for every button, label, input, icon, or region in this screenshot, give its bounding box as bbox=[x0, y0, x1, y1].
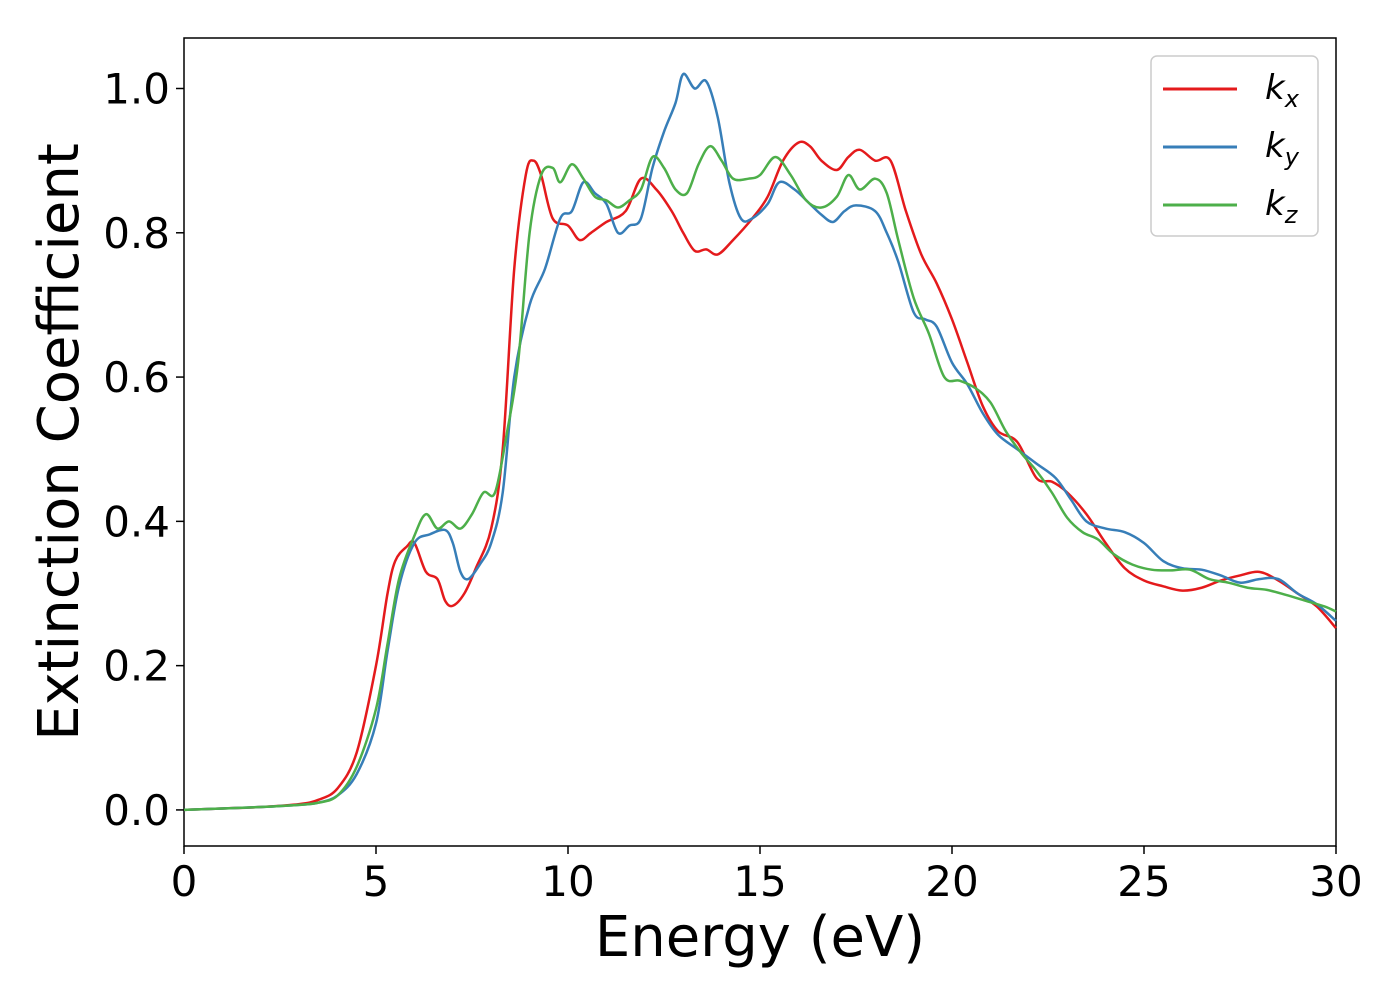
y-tick-label: 0.8 bbox=[103, 209, 170, 258]
x-tick-label: 25 bbox=[1117, 857, 1170, 906]
series-line-ky bbox=[183, 72, 1337, 812]
legend-label-kx: kx bbox=[1265, 68, 1300, 113]
y-axis-label: Extinction Coefficient bbox=[27, 143, 92, 741]
x-axis-label: Energy (eV) bbox=[595, 905, 925, 970]
y-tick-label: 1.0 bbox=[103, 65, 170, 114]
legend-label-ky: ky bbox=[1265, 126, 1300, 171]
y-tick-label: 0.2 bbox=[103, 642, 170, 691]
y-axis-ticks: 0.0 0.2 0.4 0.6 0.8 1.0 bbox=[103, 65, 184, 835]
x-axis-ticks: 0 5 10 15 20 25 30 bbox=[171, 846, 1363, 906]
x-tick-label: 20 bbox=[925, 857, 978, 906]
x-tick-label: 30 bbox=[1309, 857, 1362, 906]
x-tick-label: 15 bbox=[733, 857, 786, 906]
x-tick-label: 0 bbox=[171, 857, 198, 906]
x-tick-label: 10 bbox=[541, 857, 594, 906]
series-line-kz bbox=[183, 144, 1337, 812]
y-tick-label: 0.4 bbox=[103, 497, 170, 546]
series-line-kx bbox=[183, 140, 1337, 812]
x-tick-label: 5 bbox=[363, 857, 390, 906]
y-tick-label: 0.6 bbox=[103, 353, 170, 402]
legend: kx ky kz bbox=[1150, 55, 1319, 237]
y-tick-label: 0.0 bbox=[103, 786, 170, 835]
legend-label-kz: kz bbox=[1265, 184, 1299, 229]
series-lines bbox=[183, 72, 1337, 812]
